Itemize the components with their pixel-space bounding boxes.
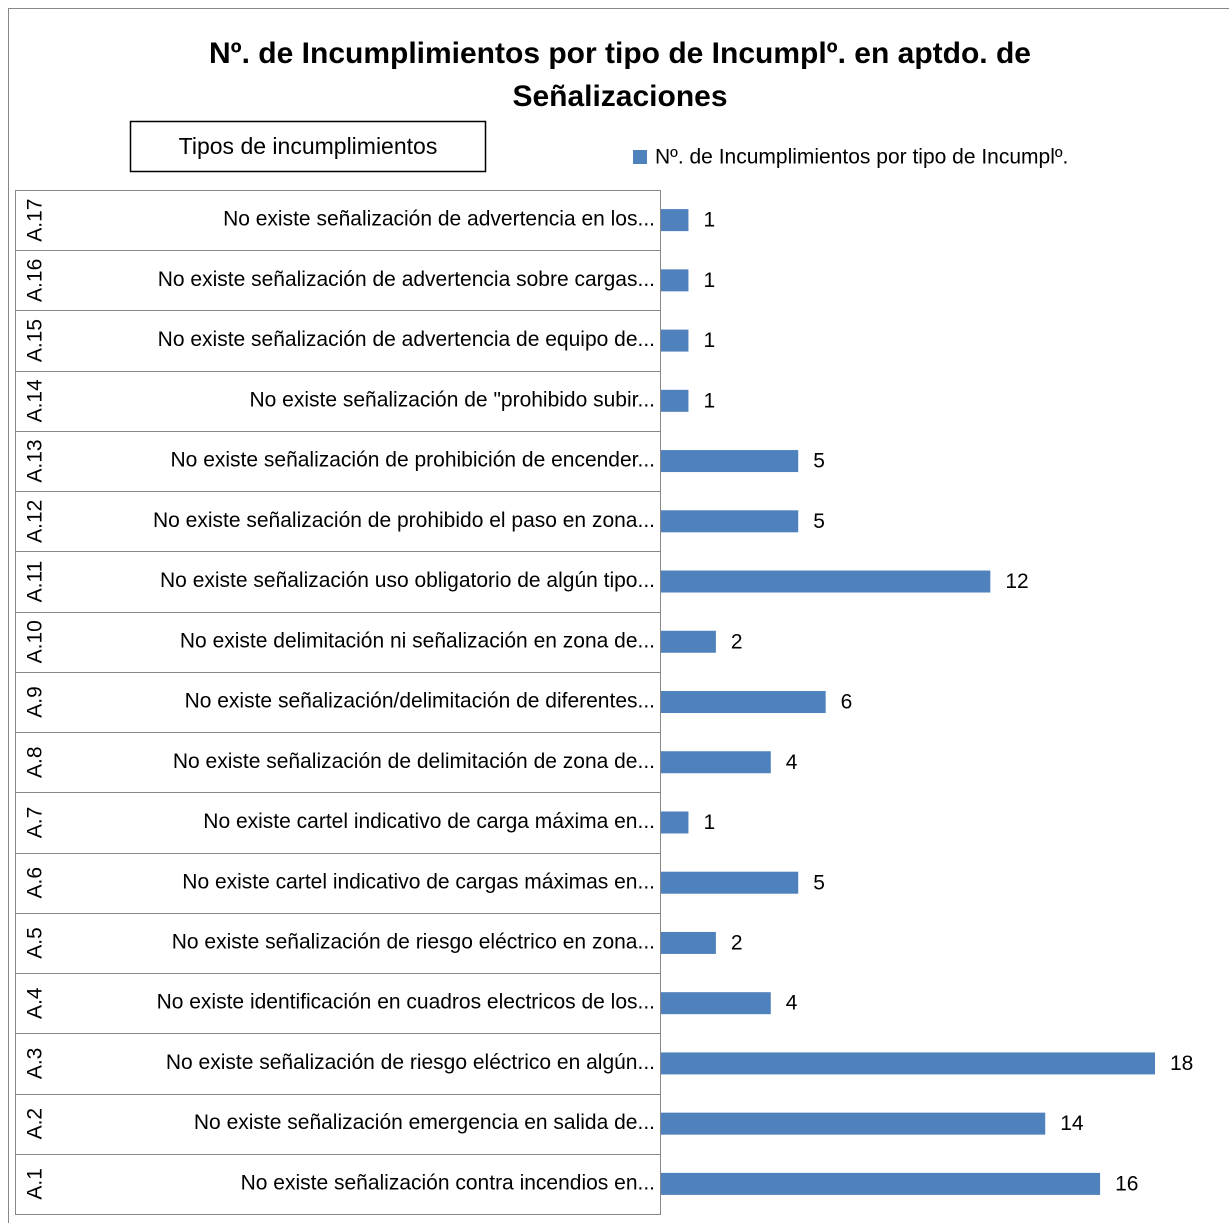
data-label: 1 [703, 269, 715, 292]
bar [661, 630, 716, 653]
group-label: A.15 [24, 319, 47, 362]
category-label: No existe señalización de delimitación d… [173, 750, 655, 773]
group-label: A.14 [24, 379, 47, 423]
bar [661, 931, 716, 954]
category-label: No existe cartel indicativo de carga máx… [203, 810, 655, 833]
bar [661, 510, 799, 533]
data-label: 2 [731, 630, 743, 653]
group-label: A.16 [24, 259, 47, 302]
data-label: 5 [813, 450, 825, 473]
group-label: A.17 [24, 199, 47, 242]
bar [661, 811, 689, 834]
legend-label: Nº. de Incumplimientos por tipo de Incum… [655, 146, 1068, 169]
bar [661, 691, 826, 713]
data-label: 12 [1005, 570, 1028, 593]
group-label: A.9 [24, 686, 47, 718]
data-label: 1 [703, 811, 715, 834]
chart-title: Nº. de Incumplimientos por tipo de Incum… [209, 37, 1031, 113]
bar [661, 1112, 1046, 1135]
data-label: 5 [813, 871, 825, 894]
category-label: No existe cartel indicativo de cargas má… [182, 870, 655, 893]
bar [661, 329, 689, 352]
group-label: A.2 [24, 1108, 47, 1140]
data-label: 4 [786, 751, 798, 774]
bar [661, 570, 991, 593]
data-label: 18 [1170, 1052, 1193, 1075]
group-label: A.4 [24, 987, 47, 1019]
category-label: No existe señalización de advertencia de… [158, 328, 655, 351]
bar [661, 751, 771, 774]
data-label: 1 [703, 389, 715, 412]
chart-border [8, 8, 1229, 1223]
data-label: 1 [703, 329, 715, 352]
data-label: 14 [1060, 1112, 1084, 1135]
bar [661, 1052, 1155, 1075]
category-label: No existe señalización de advertencia en… [223, 208, 655, 231]
category-label: No existe señalización de riesgo eléctri… [166, 1051, 655, 1074]
data-label: 5 [813, 510, 825, 533]
group-label: A.7 [24, 807, 47, 839]
category-label: No existe señalización de advertencia so… [158, 268, 655, 291]
category-label: No existe señalización emergencia en sal… [194, 1111, 655, 1134]
bar [661, 209, 689, 232]
category-label: No existe señalización de prohibido el p… [153, 509, 655, 532]
bar [661, 1172, 1101, 1195]
bar [661, 992, 771, 1015]
category-label: No existe señalización de riesgo eléctri… [172, 930, 655, 953]
group-label: A.5 [24, 927, 47, 959]
category-label: No existe delimitación ni señalización e… [180, 629, 655, 652]
group-label: A.11 [24, 561, 47, 603]
bar [661, 871, 799, 894]
data-label: 4 [786, 992, 798, 1015]
group-label: A.8 [24, 746, 47, 778]
bar [661, 269, 689, 292]
bar [661, 389, 689, 412]
group-label: A.13 [24, 439, 47, 482]
category-label: No existe señalización contra incendios … [241, 1171, 655, 1194]
axis-title: Tipos de incumplimientos [179, 133, 438, 159]
data-label: 1 [703, 209, 715, 232]
category-label: No existe señalización uso obligatorio d… [160, 569, 655, 592]
group-label: A.6 [24, 867, 47, 899]
data-label: 2 [731, 931, 743, 954]
category-label: No existe señalización de prohibición de… [171, 449, 655, 472]
group-label: A.1 [24, 1168, 47, 1200]
group-label: A.3 [24, 1048, 47, 1080]
group-label: A.12 [24, 500, 47, 543]
data-label: 6 [841, 691, 853, 714]
category-label: No existe señalización/delimitación de d… [185, 690, 655, 713]
category-label: No existe identificación en cuadros elec… [157, 991, 655, 1014]
bar [661, 450, 799, 473]
axis-title-box [129, 120, 487, 173]
legend-swatch [633, 150, 647, 164]
group-label: A.10 [24, 620, 47, 663]
data-label: 16 [1115, 1172, 1138, 1195]
category-label: No existe señalización de "prohibido sub… [249, 388, 655, 411]
